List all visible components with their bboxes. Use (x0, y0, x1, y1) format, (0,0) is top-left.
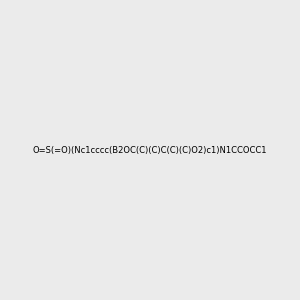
Text: O=S(=O)(Nc1cccc(B2OC(C)(C)C(C)(C)O2)c1)N1CCOCC1: O=S(=O)(Nc1cccc(B2OC(C)(C)C(C)(C)O2)c1)N… (33, 146, 267, 154)
